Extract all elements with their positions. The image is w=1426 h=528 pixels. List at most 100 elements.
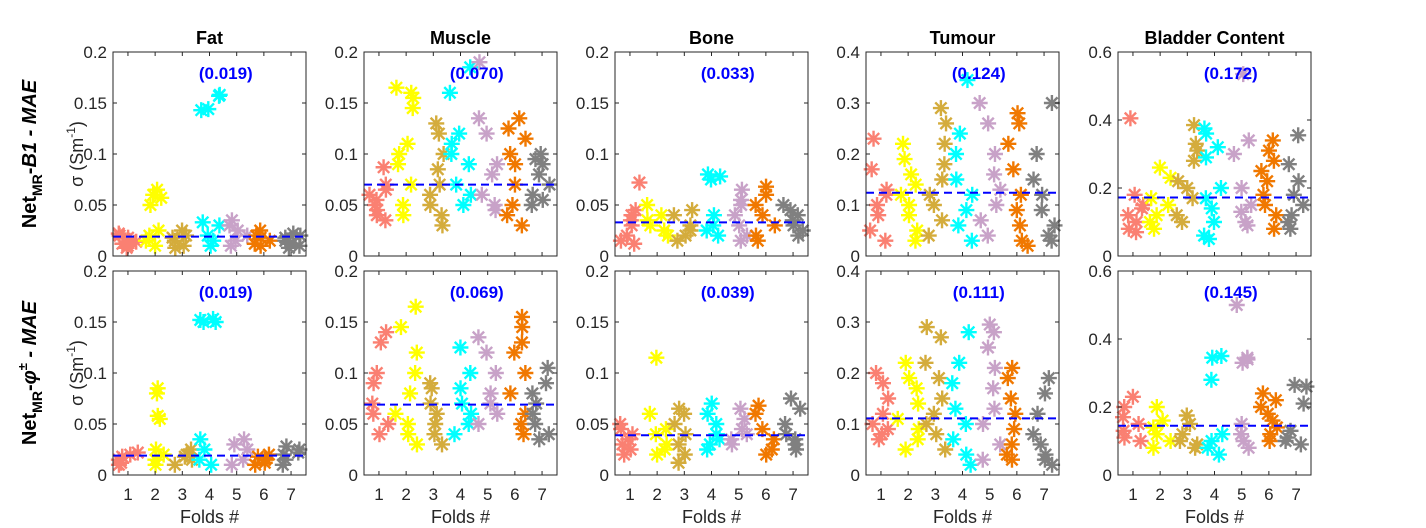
y-tick-label: 0 [600,247,609,266]
point-fold-7 [285,225,302,242]
point-fold-1 [372,334,389,351]
point-fold-6 [1005,161,1022,178]
point-fold-2 [901,370,918,387]
point-fold-7 [777,416,794,432]
subplot-title: Fat [196,28,223,48]
point-fold-1 [870,431,887,448]
y-axis-label-close: ) [67,340,87,346]
point-fold-4 [207,314,224,330]
point-fold-1 [865,130,882,147]
y-tick-label: 0.1 [585,145,609,164]
point-fold-2 [657,421,674,438]
point-fold-6 [1265,152,1282,169]
y-tick-label: 0.15 [576,94,609,113]
point-fold-4 [203,456,220,473]
y-tick-label: 0 [349,466,358,485]
point-fold-1 [880,390,897,407]
point-fold-6 [511,110,528,127]
point-fold-1 [1128,224,1145,241]
point-fold-7 [1290,173,1307,190]
subplot-bladder-content: (0.172) 0 0.2 0.4 0.6 Bladder Content [1088,28,1312,266]
point-fold-7 [538,375,555,392]
point-fold-7 [788,441,805,458]
point-fold-2 [390,156,407,173]
x-tick-label: 1 [1128,485,1137,504]
x-tick-label: 1 [876,485,885,504]
y-axis-label-superscript: -1 [64,127,78,138]
x-tick-label: 2 [1155,485,1164,504]
point-fold-2 [1141,214,1158,230]
point-fold-4 [211,217,228,234]
scatter-points [110,310,308,473]
point-fold-1 [1134,200,1151,217]
y-tick-label: 0.2 [334,43,358,62]
point-fold-6 [502,385,519,402]
point-fold-5 [478,125,495,142]
point-fold-2 [897,354,914,371]
y-tick-label: 0.1 [334,145,358,164]
point-fold-4 [454,395,471,412]
scatter-points [110,86,309,256]
y-tick-label: 0.3 [836,94,860,113]
y-tick-label: 0.6 [1088,262,1112,281]
x-tick-label: 7 [286,485,295,504]
mean-label: (0.019) [199,283,253,302]
point-fold-1 [361,186,378,203]
x-axis-label: Folds # [682,507,741,527]
point-fold-3 [426,426,443,443]
x-axis-label: Folds # [431,507,490,527]
point-fold-5 [1240,132,1257,149]
point-fold-5 [733,197,750,213]
point-fold-4 [702,171,719,188]
point-fold-1 [118,239,135,256]
point-fold-5 [478,344,495,361]
point-fold-1 [377,212,394,229]
point-fold-4 [191,451,208,468]
point-fold-1 [877,232,894,249]
y-tick-label: 0.2 [585,43,609,62]
point-fold-3 [1189,142,1206,159]
point-fold-3 [434,217,451,234]
point-fold-6 [1000,135,1017,152]
y-tick-label: 0.05 [325,415,358,434]
point-fold-7 [1034,186,1051,203]
point-fold-2 [1148,426,1165,443]
point-fold-5 [229,222,246,239]
y-tick-label: 0.4 [1088,330,1112,349]
point-fold-2 [907,232,924,249]
point-fold-3 [938,115,955,132]
point-fold-7 [1285,186,1302,203]
point-fold-5 [221,217,238,234]
point-fold-3 [176,448,193,465]
y-tick-label: 0.3 [836,313,860,332]
point-fold-4 [962,456,979,473]
point-fold-3 [930,370,947,387]
x-tick-label: 2 [903,485,912,504]
point-fold-5 [732,232,749,249]
x-tick-label: 3 [178,485,187,504]
subplot-row2-col2: (0.069) 0 0.05 0.1 0.15 0.2 1 2 3 4 5 6 7 Folds # [325,262,558,527]
scatter-points [612,349,809,471]
y-tick-label: 0.05 [576,196,609,215]
y-tick-label: 0 [349,247,358,266]
y-tick-label: 0.1 [836,196,860,215]
point-fold-5 [1235,66,1252,83]
point-fold-6 [256,454,273,471]
y-tick-label: 0.6 [1088,43,1112,62]
point-fold-6 [517,365,534,381]
point-fold-5 [738,426,755,443]
point-fold-7 [1029,405,1046,422]
point-fold-6 [1009,105,1026,122]
scatter-points [864,316,1061,473]
row-label-model: B1 [19,142,41,168]
x-tick-label: 2 [150,485,159,504]
point-fold-1 [371,426,388,443]
point-fold-4 [945,431,962,448]
point-fold-3 [920,227,937,244]
point-fold-7 [1043,232,1060,249]
point-fold-5 [1228,297,1245,313]
point-fold-4 [452,380,469,397]
x-tick-label: 2 [401,485,410,504]
y-tick-label: 0.2 [334,262,358,281]
